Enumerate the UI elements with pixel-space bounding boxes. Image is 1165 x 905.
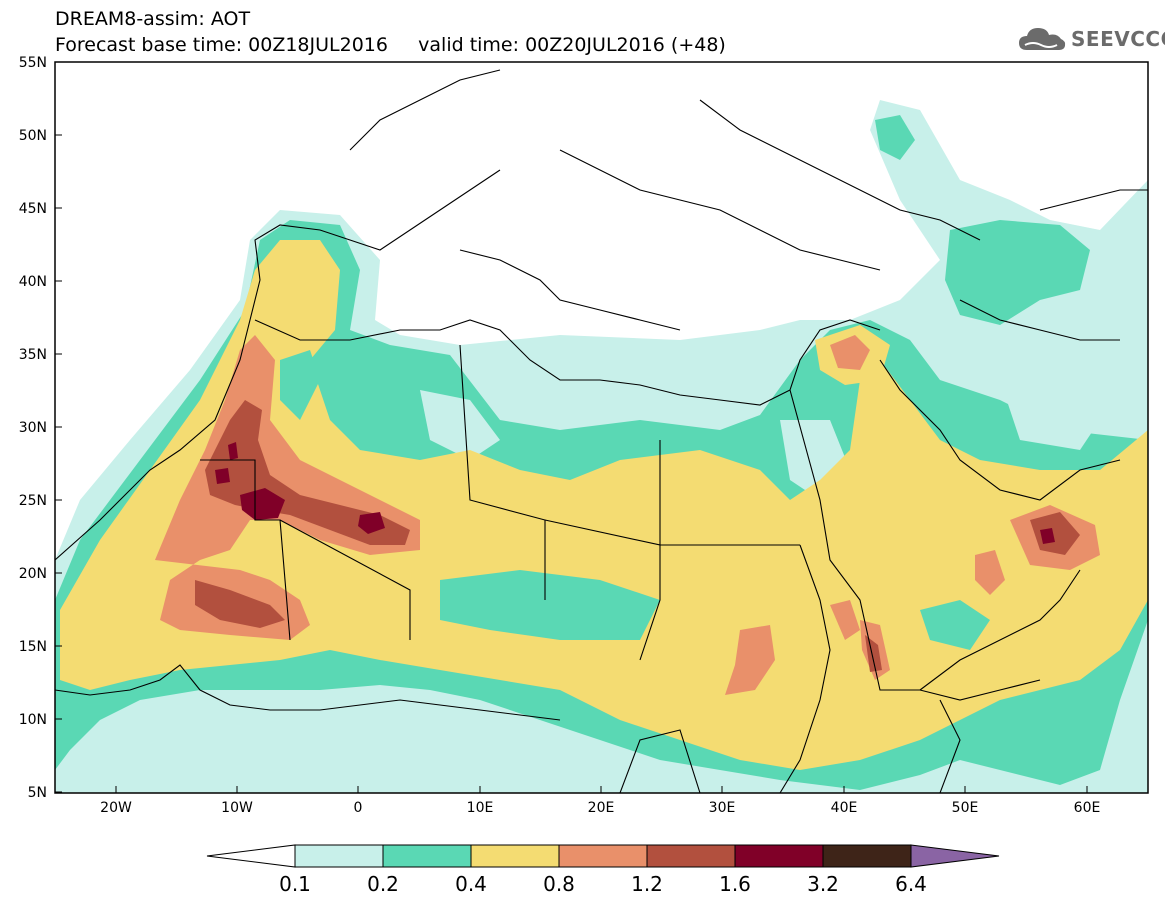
colorbar-label: 3.2: [807, 872, 839, 896]
colorbar-label: 6.4: [895, 872, 927, 896]
aot-contour-0.1: [1000, 380, 1100, 450]
colorbar-label: 0.4: [455, 872, 487, 896]
colorbar-swatch: [646, 844, 736, 868]
aot-contour-0.8: [975, 550, 1005, 595]
lon-label: 10E: [467, 800, 494, 816]
latitude-axis: [55, 61, 62, 793]
colorbar-swatch: [558, 844, 648, 868]
colorbar-label: 0.1: [279, 872, 311, 896]
lon-label: 10W: [221, 800, 253, 816]
aot-field: [55, 69, 1148, 793]
country-borders: [55, 69, 1148, 793]
lat-label: 5N: [28, 785, 47, 801]
lat-label: 45N: [19, 201, 47, 217]
colorbar-label: 0.8: [543, 872, 575, 896]
forecast-time-info: Forecast base time: 00Z18JUL2016 valid t…: [55, 34, 726, 56]
aot-contour-0.8: [830, 335, 870, 370]
longitude-axis: [115, 786, 1088, 793]
colorbar-swatch: [294, 844, 384, 868]
aot-contour-0.2: [280, 350, 320, 420]
aot-contour-0.2: [875, 115, 915, 160]
aot-contour-1.6: [240, 488, 285, 520]
map-title: DREAM8-assim: AOT: [55, 8, 251, 30]
colorbar-swatch: [822, 844, 912, 868]
lon-label: 20W: [100, 800, 132, 816]
aot-contour-1.6: [215, 468, 230, 484]
lon-label: 20E: [588, 800, 615, 816]
lat-label: 35N: [19, 347, 47, 363]
aot-contour-0.2: [945, 220, 1090, 325]
aot-contour-1.6: [228, 442, 238, 460]
logo-text: SEEVCCC: [1071, 27, 1165, 51]
aot-contour-1.2: [865, 635, 882, 672]
lon-label: 0: [354, 800, 363, 816]
colorbar-swatch: [734, 844, 824, 868]
aot-contour-1.2: [195, 580, 285, 628]
lat-label: 50N: [19, 128, 47, 144]
aot-contour-1.6: [358, 512, 385, 534]
colorbar-min-arrow: [206, 844, 296, 868]
aot-contour-0.8: [725, 625, 775, 695]
lat-label: 40N: [19, 274, 47, 290]
lat-label: 55N: [19, 55, 47, 71]
lon-label: 30E: [709, 800, 736, 816]
cloud-icon: [1019, 28, 1066, 50]
colorbar-label: 1.2: [631, 872, 663, 896]
colorbar-swatch: [382, 844, 472, 868]
lat-label: 20N: [19, 566, 47, 582]
lat-label: 15N: [19, 639, 47, 655]
lat-label: 30N: [19, 420, 47, 436]
aot-contour-1.6: [1040, 528, 1055, 544]
aot-contour-0.1: [420, 390, 500, 460]
colorbar-label: 1.6: [719, 872, 751, 896]
lon-label: 50E: [952, 800, 979, 816]
lon-label: 40E: [831, 800, 858, 816]
lat-label: 25N: [19, 493, 47, 509]
seevccc-logo: SEEVCCC: [1017, 22, 1165, 56]
colorbar-swatch: [470, 844, 560, 868]
aot-contour-0.2: [920, 600, 990, 650]
colorbar: [206, 844, 1000, 868]
aot-contour-0.8: [830, 600, 860, 640]
lat-label: 10N: [19, 712, 47, 728]
aot-contour-0.2: [440, 570, 660, 640]
aot-contour-1.2: [1030, 512, 1080, 555]
colorbar-label: 0.2: [367, 872, 399, 896]
lon-label: 60E: [1074, 800, 1101, 816]
colorbar-max-arrow: [910, 844, 1000, 868]
